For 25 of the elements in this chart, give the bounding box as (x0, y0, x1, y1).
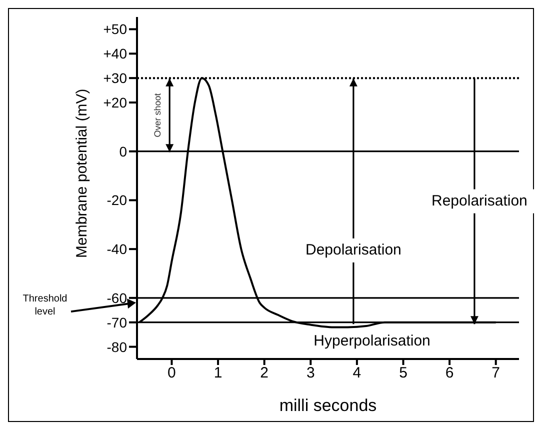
x-tick-label: 2 (260, 364, 269, 382)
y-tick-label: +40 (103, 46, 128, 62)
y-tick-label: -60 (106, 290, 128, 306)
annotation: Over shoot (152, 92, 163, 138)
y-tick-label: +50 (103, 21, 128, 38)
annotation: Repolarisation (432, 192, 528, 210)
x-tick-label: 0 (168, 364, 176, 382)
x-axis-title: milli seconds (279, 396, 377, 415)
y-tick-label: -20 (106, 192, 128, 208)
y-tick-label: -70 (106, 314, 128, 330)
annotation: Depolarisation (305, 241, 402, 258)
x-tick-label: 3 (306, 364, 315, 382)
y-tick-label: 0 (119, 143, 128, 160)
x-tick-label: 5 (399, 364, 408, 382)
y-tick-label: +30 (103, 70, 128, 86)
x-tick-label: 1 (214, 364, 222, 382)
x-tick-label: 6 (445, 364, 454, 382)
x-tick-label: 7 (492, 364, 500, 382)
y-tick-label: -40 (106, 241, 128, 258)
y-tick-label: +20 (103, 94, 128, 110)
y-tick-label: -80 (106, 338, 128, 355)
y-axis-title: Membrane potential (mV) (73, 88, 90, 258)
ref-line-label: Threshold level (22, 294, 68, 318)
annotation: Hyperpolarisation (314, 332, 430, 350)
x-tick-label: 4 (352, 364, 362, 382)
